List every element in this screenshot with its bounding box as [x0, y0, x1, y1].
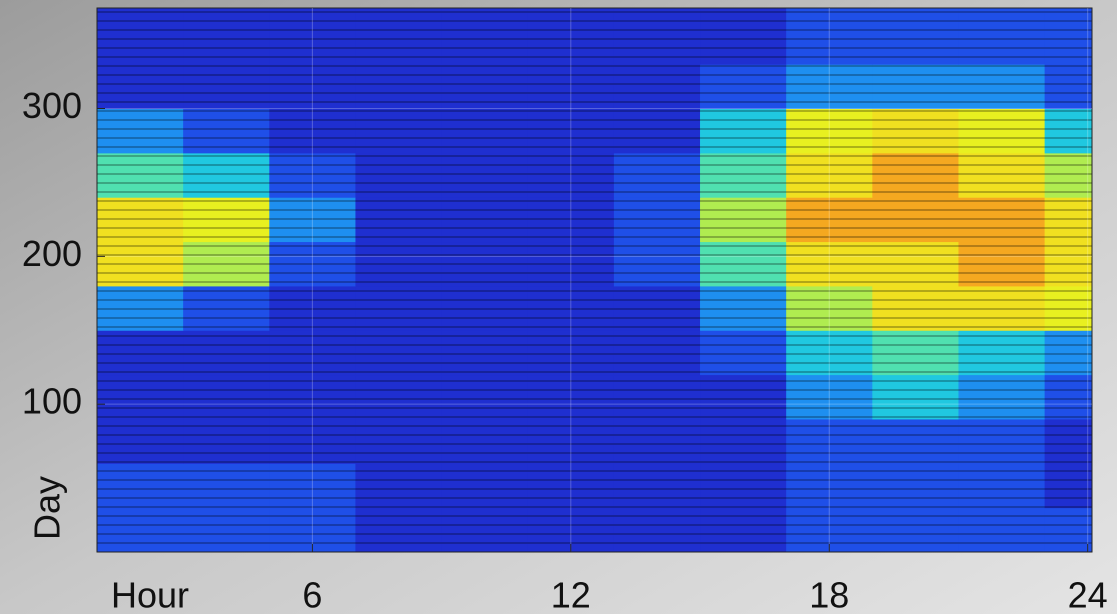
chart: Hour Day 6 12 18 24 100 200 300 [0, 0, 1117, 614]
heat-cell [355, 463, 442, 508]
heat-cell [872, 508, 959, 553]
heat-cell [442, 153, 529, 198]
heat-cell [1045, 463, 1093, 508]
heat-cell [872, 8, 959, 65]
heat-cell [183, 508, 270, 553]
heat-cell [958, 8, 1045, 65]
heat-cell [700, 330, 787, 375]
heat-cell [97, 153, 184, 198]
heat-cell [614, 463, 701, 508]
heat-cell [355, 153, 442, 198]
y-tick-label: 100 [22, 381, 82, 422]
heat-cell [97, 508, 184, 553]
heat-cell [958, 153, 1045, 198]
heat-cell [355, 8, 442, 65]
heat-cell [700, 153, 787, 198]
heat-cell [183, 463, 270, 508]
x-tick-label: 18 [809, 575, 849, 614]
heat-cell [958, 508, 1045, 553]
heat-cell [97, 8, 184, 65]
heat-cell [700, 463, 787, 508]
heat-cell [183, 153, 270, 198]
heat-cell [872, 330, 959, 375]
y-tick-label: 300 [22, 85, 82, 126]
heat-cell [872, 463, 959, 508]
heat-cell [1045, 330, 1093, 375]
x-tick-label: 6 [302, 575, 322, 614]
y-axis-label: Day [27, 476, 68, 540]
heat-cell [183, 8, 270, 65]
heat-cell [442, 463, 529, 508]
heat-cell [355, 330, 442, 375]
heat-cell [97, 330, 184, 375]
heat-cell [614, 330, 701, 375]
x-tick-label: 24 [1068, 575, 1108, 614]
heat-cell [442, 8, 529, 65]
page: Hour Day 6121824100200300 (() => { const… [0, 0, 1117, 614]
heat-cell [700, 508, 787, 553]
heat-cell [614, 8, 701, 65]
heat-cell [97, 463, 184, 508]
x-axis-label: Hour [111, 575, 189, 614]
heat-cell [1045, 508, 1093, 553]
heat-cell [958, 463, 1045, 508]
plot-area [97, 8, 1093, 553]
heat-cell [614, 508, 701, 553]
heat-cell [442, 330, 529, 375]
heat-cell [1045, 153, 1093, 198]
heat-cell [872, 153, 959, 198]
heat-cell [1045, 8, 1093, 65]
x-tick-label: 12 [551, 575, 591, 614]
heat-cell [614, 153, 701, 198]
heat-cell [700, 8, 787, 65]
heat-cell [958, 330, 1045, 375]
heat-cell [183, 330, 270, 375]
heat-cell [442, 508, 529, 553]
heat-cell [355, 508, 442, 553]
y-tick-label: 200 [22, 233, 82, 274]
